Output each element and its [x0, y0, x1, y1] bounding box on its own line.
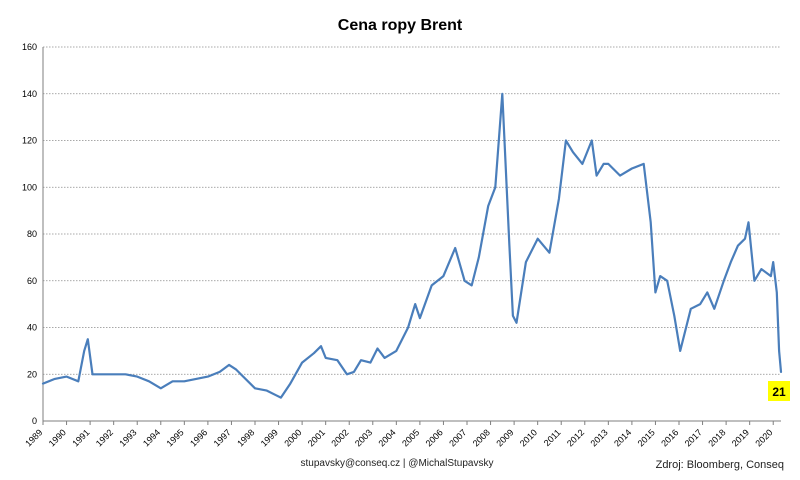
y-tick-label: 60	[27, 276, 37, 286]
gridlines	[43, 46, 781, 375]
y-tick-label: 120	[22, 136, 37, 146]
last-value-box	[768, 381, 790, 401]
last-value-callout: 21	[768, 381, 790, 401]
y-tick-label: 160	[22, 42, 37, 52]
series-line-brent	[41, 92, 783, 399]
y-tick-label: 80	[27, 229, 37, 239]
y-tick-label: 0	[32, 416, 37, 426]
y-tick-label: 20	[27, 369, 37, 379]
footer-source: Zdroj: Bloomberg, Conseq	[656, 459, 784, 471]
last-value-label: 21	[772, 385, 786, 399]
y-tick-label: 40	[27, 323, 37, 333]
y-axis-ticks: 0 20 40 60 80 100 120 140 160	[22, 42, 37, 426]
y-tick-label: 100	[22, 182, 37, 192]
footer-contact: stupavsky@conseq.cz | @MichalStupavsky	[301, 458, 494, 469]
chart-title: Cena ropy Brent	[338, 17, 463, 34]
series-layer	[41, 92, 783, 399]
y-tick-label: 140	[22, 89, 37, 99]
